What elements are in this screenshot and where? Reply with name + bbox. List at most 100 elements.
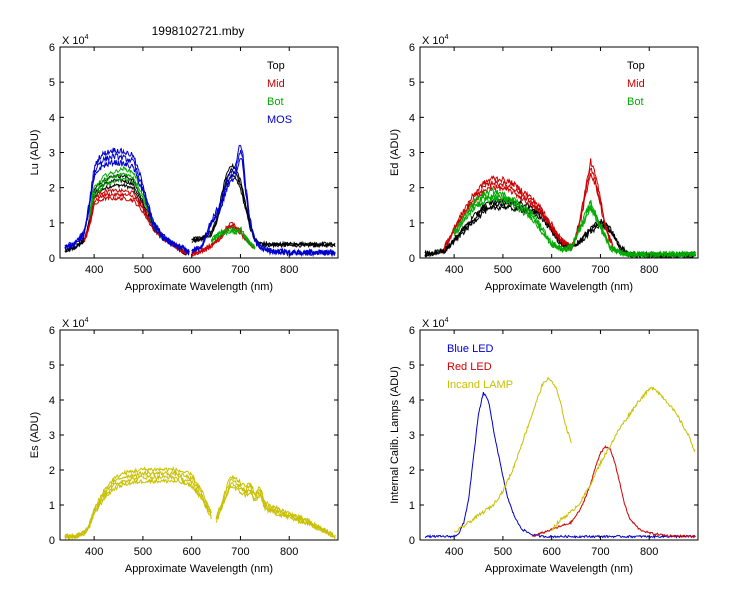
legend-entry: Mid bbox=[267, 78, 285, 90]
axis-exponent-label: X 104 bbox=[422, 317, 449, 330]
series-line bbox=[551, 386, 696, 532]
chart-panel-4: 400 500 600 700 800 0 1 2 3 4 5 6 X 104 Approximate W… bbox=[389, 317, 699, 575]
y-tick-label: 2 bbox=[49, 465, 55, 477]
x-tick-label: 500 bbox=[494, 264, 512, 276]
x-tick-label: 800 bbox=[280, 546, 298, 558]
y-tick-label: 3 bbox=[409, 430, 415, 442]
y-tick-label: 6 bbox=[49, 325, 55, 337]
series-line bbox=[443, 167, 616, 252]
axis-exponent-power: 4 bbox=[445, 34, 449, 41]
series-line bbox=[88, 177, 163, 240]
x-tick-label: 500 bbox=[134, 546, 152, 558]
x-tick-label: 800 bbox=[640, 546, 658, 558]
series-line bbox=[191, 144, 336, 257]
axes-frame bbox=[59, 329, 339, 541]
chart-panel-3: 400 500 600 700 800 0 1 2 3 4 5 6 X 104 Approximate W… bbox=[29, 317, 339, 575]
legend-entry: Incand LAMP bbox=[447, 379, 513, 391]
series-line bbox=[64, 153, 190, 253]
x-tick-label: 400 bbox=[85, 546, 103, 558]
x-tick-label: 700 bbox=[231, 264, 249, 276]
series-line bbox=[453, 194, 696, 258]
axis-exponent-power: 4 bbox=[445, 317, 449, 324]
axes-frame bbox=[419, 46, 699, 259]
series-blue-led bbox=[424, 391, 696, 539]
axis-exponent-power: 4 bbox=[85, 317, 89, 324]
y-tick-label: 1 bbox=[49, 218, 55, 230]
x-tick-label: 500 bbox=[494, 546, 512, 558]
y-tick-label: 3 bbox=[49, 430, 55, 442]
x-tick-label: 600 bbox=[543, 264, 561, 276]
series-line bbox=[443, 158, 616, 252]
y-tick-label: 4 bbox=[49, 112, 55, 124]
x-tick-label: 400 bbox=[85, 264, 103, 276]
legend-entry: MOS bbox=[267, 114, 292, 126]
series-line bbox=[443, 173, 615, 252]
y-tick-label: 3 bbox=[409, 148, 415, 160]
series-line bbox=[215, 475, 336, 538]
y-tick-label: 4 bbox=[409, 395, 415, 407]
series-line bbox=[191, 167, 336, 248]
figure-title: 1998102721.mby bbox=[152, 24, 245, 38]
series-line bbox=[191, 162, 336, 247]
legend-entry: Mid bbox=[627, 78, 645, 90]
series-bot bbox=[453, 186, 697, 258]
series-line bbox=[64, 147, 190, 255]
y-tick-label: 1 bbox=[49, 500, 55, 512]
chart-panel-1: 400 500 600 700 800 0 1 2 3 4 5 6 X 104 Approximate W… bbox=[29, 34, 339, 293]
x-axis-label: Approximate Wavelength (nm) bbox=[125, 281, 273, 293]
y-tick-label: 0 bbox=[49, 253, 55, 265]
series-line bbox=[454, 377, 572, 533]
x-tick-label: 400 bbox=[445, 546, 463, 558]
y-tick-label: 5 bbox=[49, 77, 55, 89]
axis-exponent-label: X 104 bbox=[62, 317, 89, 330]
series-line bbox=[531, 444, 696, 539]
y-tick-label: 6 bbox=[409, 325, 415, 337]
x-tick-label: 700 bbox=[231, 546, 249, 558]
y-tick-label: 5 bbox=[409, 360, 415, 372]
y-tick-label: 6 bbox=[49, 42, 55, 54]
x-tick-label: 600 bbox=[183, 546, 201, 558]
axis-exponent-label: X 104 bbox=[62, 34, 89, 47]
x-tick-label: 700 bbox=[591, 546, 609, 558]
y-tick-label: 1 bbox=[409, 500, 415, 512]
y-tick-label: 2 bbox=[409, 183, 415, 195]
axis-exponent-label: X 104 bbox=[422, 34, 449, 47]
series-red-led bbox=[531, 444, 696, 539]
legend-entry: Top bbox=[267, 60, 285, 72]
y-tick-label: 5 bbox=[409, 77, 415, 89]
x-axis-label: Approximate Wavelength (nm) bbox=[125, 563, 273, 575]
y-tick-label: 4 bbox=[409, 112, 415, 124]
series-line bbox=[64, 470, 212, 540]
legend-entry: Bot bbox=[627, 96, 644, 108]
series-mid bbox=[83, 187, 256, 257]
y-tick-label: 0 bbox=[49, 535, 55, 547]
series-line bbox=[64, 466, 212, 539]
legend-entry: Blue LED bbox=[447, 343, 494, 355]
y-axis-label: Es (ADU) bbox=[29, 412, 41, 458]
x-tick-label: 600 bbox=[543, 546, 561, 558]
y-tick-label: 0 bbox=[409, 535, 415, 547]
x-tick-label: 800 bbox=[280, 264, 298, 276]
y-tick-label: 2 bbox=[49, 183, 55, 195]
axis-exponent-power: 4 bbox=[85, 34, 89, 41]
series-mid bbox=[443, 158, 616, 252]
axes-frame bbox=[59, 46, 339, 259]
plot-area bbox=[64, 466, 336, 540]
legend-entry: Top bbox=[627, 60, 645, 72]
legend-entry: Red LED bbox=[447, 361, 492, 373]
x-axis-label: Approximate Wavelength (nm) bbox=[485, 563, 633, 575]
series-line bbox=[453, 186, 697, 258]
x-tick-label: 800 bbox=[640, 264, 658, 276]
series-line bbox=[215, 485, 336, 540]
series-es bbox=[64, 466, 336, 540]
x-tick-label: 500 bbox=[134, 264, 152, 276]
y-tick-label: 4 bbox=[49, 395, 55, 407]
x-tick-label: 400 bbox=[445, 264, 463, 276]
chart-panel-2: 400 500 600 700 800 0 1 2 3 4 5 6 X 104 Approximate W… bbox=[389, 34, 699, 293]
y-tick-label: 3 bbox=[49, 148, 55, 160]
plot-area bbox=[64, 144, 336, 258]
series-line bbox=[424, 391, 696, 539]
y-tick-label: 6 bbox=[409, 42, 415, 54]
